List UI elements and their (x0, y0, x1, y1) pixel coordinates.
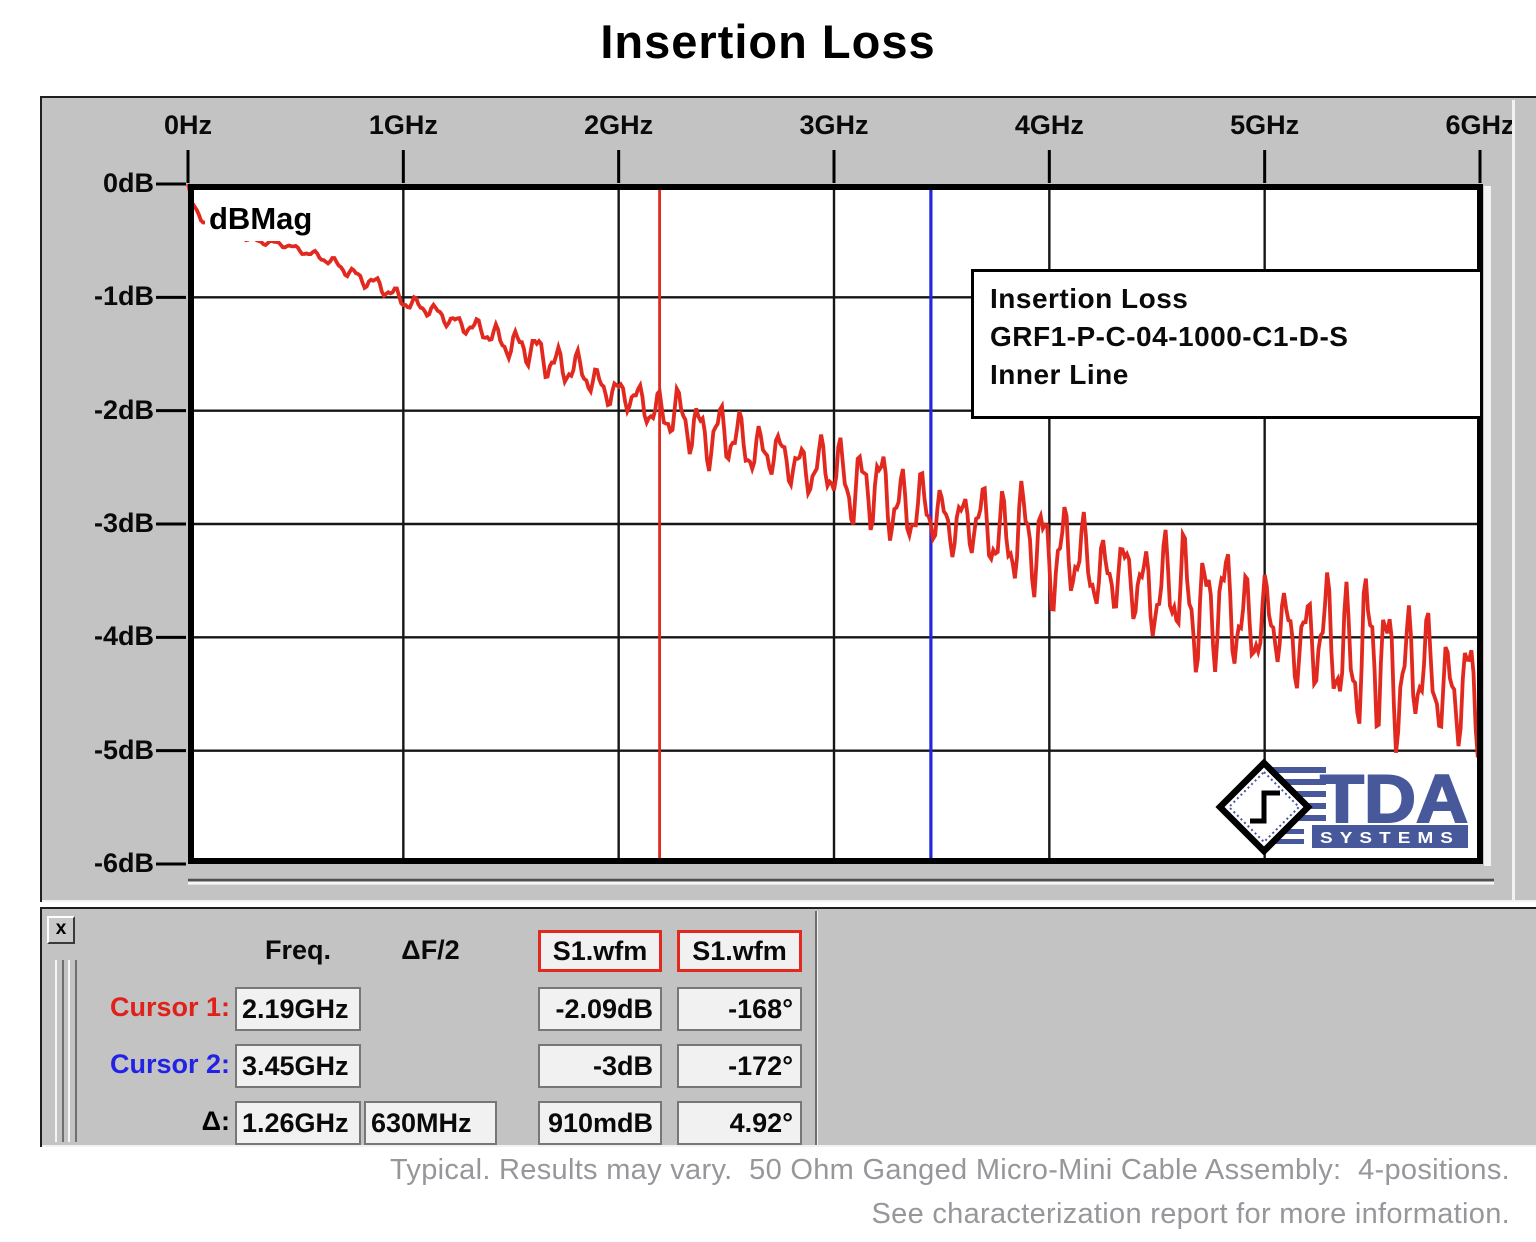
tda-systems-logo: TDA SYSTEMS (1215, 758, 1469, 856)
y-axis-tick-label: -6dB (94, 848, 154, 878)
cursor-row-2-freq-value[interactable]: 3.45GHz (235, 1044, 361, 1088)
column-header-df2: ΔF/2 (401, 935, 460, 965)
plot-panel: TDA SYSTEMS 0Hz 1GHz 2GHz 3GHz 4GHz 5GHz 6GHz … (40, 96, 1536, 902)
x-axis-tick-label: 6GHz (1445, 110, 1515, 140)
panel-grip-handle[interactable] (55, 960, 64, 1142)
legend-line-3: Inner Line (990, 359, 1129, 390)
legend-box: Insertion Loss GRF1-P-C-04-1000-C1-D-S I… (971, 269, 1483, 419)
x-axis-tick-label: 2GHz (584, 110, 654, 140)
logo-sub-text: SYSTEMS (1320, 830, 1460, 847)
legend-line-2: GRF1-P-C-04-1000-C1-D-S (990, 321, 1349, 352)
plot-border (188, 184, 1483, 864)
bottom-separator (188, 878, 1494, 885)
x-axis-tick-label: 5GHz (1230, 110, 1300, 140)
cursor-row-3-deltaf2-value: 630MHz (364, 1101, 497, 1145)
logo-sub-bar (1312, 825, 1468, 848)
cursor-row-3-phase-value: 4.92° (677, 1101, 802, 1145)
column-header-s1-waveform[interactable]: S1.wfm (538, 930, 662, 972)
cursor-row-2-label: Cursor 2: (109, 1049, 230, 1079)
cursor-row-2-phase-value: -172° (677, 1044, 802, 1088)
column-header-freq: Freq. (264, 935, 331, 965)
page-title: Insertion Loss (600, 15, 936, 68)
y-axis-tick-label: -5dB (94, 734, 154, 765)
plot-frame (188, 184, 1491, 866)
caption-line-2: See characterization report for more inf… (871, 1198, 1510, 1230)
cursor-row-1-label: Cursor 1: (109, 992, 230, 1022)
x-axis-tick-label: 0Hz (163, 110, 212, 140)
logo-step-glyph (1250, 790, 1280, 824)
cursor-row-3-label: Δ: (201, 1106, 230, 1136)
legend-line-1: Insertion Loss (990, 283, 1189, 314)
insertion-loss-trace (186, 183, 1482, 758)
cursor-row-3-freq-value[interactable]: 1.26GHz (235, 1101, 361, 1145)
column-header-s2-waveform[interactable]: S1.wfm (677, 930, 802, 972)
panel-grip-handle[interactable] (68, 960, 77, 1142)
y-axis-tick-label: -1dB (94, 281, 154, 312)
y-axis-tick-label: -3dB (94, 508, 154, 538)
panel-right-highlight (1512, 100, 1515, 900)
cursor-row-1-freq-value[interactable]: 2.19GHz (235, 987, 361, 1031)
trace-group (186, 183, 1482, 758)
x-axis-tick-label: 4GHz (1014, 110, 1084, 140)
cursor-row-1-magnitude-value: -2.09dB (538, 987, 662, 1031)
panel-vertical-separator (815, 911, 818, 1145)
y-axis-tick-label: 0dB (102, 168, 154, 198)
cursor-row-2-magnitude-value: -3dB (538, 1044, 662, 1088)
trace-units-label: dBMag (205, 201, 345, 241)
cursor-readout-panel: x Freq. ΔF/2 S1.wfm S1.wfm Cursor 1: 2.19… (40, 907, 1536, 1147)
cursor-row-1-phase-value: -168° (677, 987, 802, 1031)
x-axis-tick-label: 1GHz (368, 110, 438, 140)
axis-ticks (156, 150, 1482, 866)
x-axis-tick-label: 3GHz (799, 110, 869, 140)
y-axis-tick-label: -2dB (94, 394, 154, 425)
cursor-row-3-magnitude-value: 910mdB (538, 1101, 662, 1145)
y-axis-tick-label: -4dB (94, 621, 154, 652)
close-button[interactable]: x (47, 916, 75, 944)
caption-line-1: Typical. Results may vary. 50 Ohm Ganged… (389, 1154, 1510, 1186)
